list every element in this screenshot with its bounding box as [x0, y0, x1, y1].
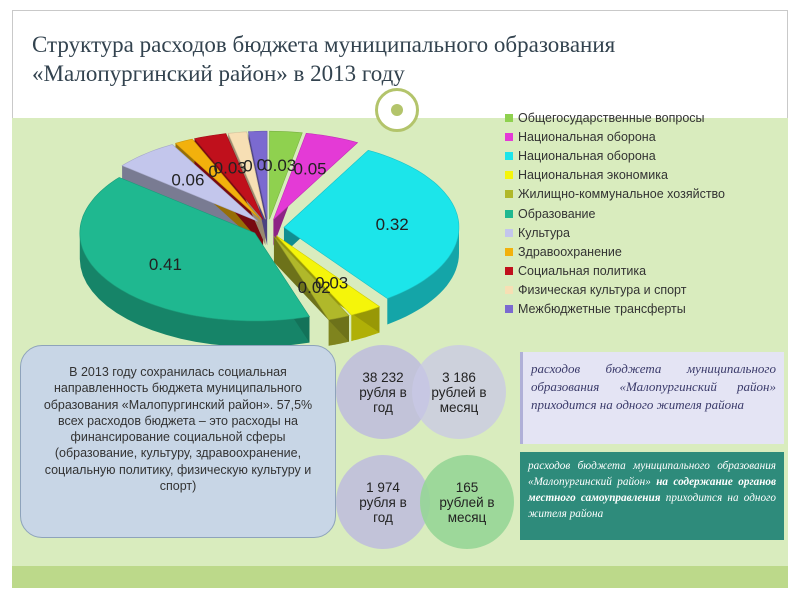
stat-admin-month: 165 рублей в месяц: [439, 479, 495, 525]
note-per-resident: расходов бюджета муниципального образова…: [520, 352, 784, 444]
legend-item: Образование: [505, 204, 725, 223]
data-label: 0: [257, 156, 266, 175]
pie-slice: [273, 235, 350, 321]
legend-label: Социальная политика: [518, 264, 647, 279]
note-admin-per-resident: расходов бюджета муниципального образова…: [520, 452, 784, 540]
note-admin-text-b: на содержание органов местного самоуправ…: [528, 476, 776, 504]
page-title: Структура расходов бюджета муниципальног…: [32, 30, 752, 88]
legend-label: Жилищно-коммунальное хозяйство: [518, 187, 726, 202]
data-label: 0.41: [149, 255, 182, 274]
legend-swatch: [505, 209, 513, 218]
legend-item: Физическая культура и спорт: [505, 281, 725, 300]
info-text: В 2013 году сохранилась социальная напра…: [43, 365, 313, 494]
pie-slice-side: [387, 227, 459, 325]
pie-slice: [121, 144, 258, 222]
pie-slice: [79, 177, 311, 322]
pie-slice: [193, 133, 264, 220]
note-admin-text-c: приходится на одного жителя района: [528, 492, 776, 520]
legend-label: Национальная оборона: [518, 129, 656, 144]
chart-legend: Общегосударственные вопросы Национальная …: [505, 108, 725, 319]
data-label: 0.03: [315, 273, 348, 292]
data-label: 0: [243, 157, 252, 176]
bottom-band: [12, 566, 788, 588]
title-line-1: Структура расходов бюджета муниципальног…: [32, 32, 616, 57]
legend-item: Национальная экономика: [505, 166, 725, 185]
legend-item: Культура: [505, 223, 725, 242]
legend-swatch: [505, 267, 513, 276]
legend-item: Национальная оборона: [505, 127, 725, 146]
legend-label: Общегосударственные вопросы: [518, 110, 705, 125]
legend-item: Национальная оборона: [505, 146, 725, 165]
data-label: 0.06: [171, 171, 204, 190]
data-label: 0.03: [214, 159, 247, 178]
legend-swatch: [505, 151, 513, 160]
pie-slice: [248, 130, 268, 220]
legend-swatch: [505, 247, 513, 256]
legend-item: Межбюджетные трансферты: [505, 300, 725, 319]
legend-swatch: [505, 132, 513, 141]
legend-swatch: [505, 171, 513, 180]
legend-label: Национальная экономика: [518, 168, 668, 183]
note-per-resident-text: расходов бюджета муниципального образова…: [531, 361, 776, 412]
legend-item: Общегосударственные вопросы: [505, 108, 725, 127]
pie-slice: [227, 131, 266, 220]
pie-slice: [174, 138, 262, 221]
legend-swatch: [505, 113, 513, 122]
info-box: В 2013 году сохранилась социальная напра…: [20, 345, 336, 538]
legend-label: Образование: [518, 206, 596, 221]
data-label: 0.32: [376, 215, 409, 234]
stat-circle-admin-month: 165 рублей в месяц: [420, 455, 514, 549]
data-label: 0: [208, 162, 217, 181]
legend-swatch: [505, 286, 513, 295]
legend-label: Межбюджетные трансферты: [518, 302, 686, 317]
stat-admin-year: 1 974 рубля в год: [359, 479, 407, 525]
pie-slice: [283, 149, 460, 299]
legend-label: Культура: [518, 225, 570, 240]
stat-circle-total-month: 3 186 рублей в месяц: [412, 345, 506, 439]
pie-slice: [269, 130, 303, 220]
legend-label: Физическая культура и спорт: [518, 283, 687, 298]
legend-swatch: [505, 190, 513, 199]
pie-slice: [273, 132, 359, 220]
pie-slice-side: [79, 233, 310, 347]
stat-circle-admin-year: 1 974 рубля в год: [336, 455, 430, 549]
note-admin-text-a: расходов бюджета муниципального образова…: [528, 460, 776, 488]
stat-total-year: 38 232 рубля в год: [359, 369, 407, 415]
data-label: 0.05: [294, 159, 327, 178]
legend-label: Национальная оборона: [518, 148, 656, 163]
data-label: 0.03: [263, 156, 296, 175]
legend-item: Социальная политика: [505, 262, 725, 281]
data-label: 0.02: [298, 278, 331, 297]
legend-item: Здравоохранение: [505, 242, 725, 261]
stat-total-month: 3 186 рублей в месяц: [431, 369, 487, 415]
title-line-2: «Малопургинский район» в 2013 году: [32, 61, 405, 86]
legend-swatch: [505, 305, 513, 314]
legend-label: Здравоохранение: [518, 244, 622, 259]
legend-swatch: [505, 228, 513, 237]
legend-item: Жилищно-коммунальное хозяйство: [505, 185, 725, 204]
pie-slice: [275, 235, 381, 316]
decorative-dot-icon: [391, 104, 403, 116]
